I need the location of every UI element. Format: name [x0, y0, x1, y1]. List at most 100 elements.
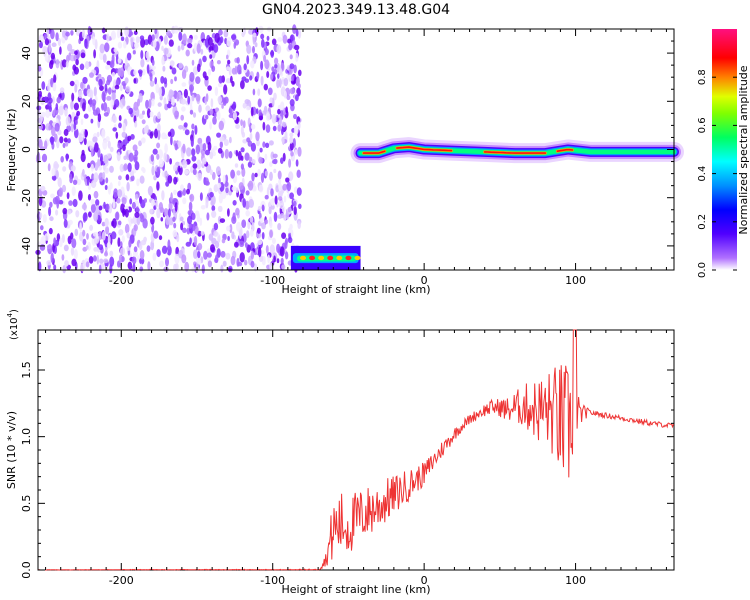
noise-cell	[250, 250, 255, 260]
noise-cell	[98, 78, 103, 87]
noise-cell	[151, 199, 155, 207]
noise-cell	[127, 162, 132, 173]
noise-cell	[84, 129, 88, 138]
noise-cell	[216, 110, 221, 121]
noise-cell	[288, 43, 293, 51]
noise-cell	[123, 155, 127, 160]
noise-cell	[219, 136, 225, 142]
noise-cell	[73, 249, 78, 260]
onset-peak	[354, 255, 361, 261]
noise-cell	[276, 79, 280, 89]
noise-cell	[53, 74, 57, 84]
noise-cell	[118, 254, 122, 264]
noise-cell	[141, 119, 146, 125]
noise-cell	[174, 110, 179, 120]
noise-cell	[288, 232, 292, 240]
noise-cell	[295, 159, 299, 167]
noise-cell	[297, 221, 302, 229]
noise-cell	[55, 118, 59, 125]
noise-cell	[63, 137, 68, 143]
noise-cell	[138, 140, 142, 147]
noise-cell	[205, 93, 209, 102]
noise-cell	[207, 141, 212, 151]
noise-cell	[215, 166, 221, 176]
noise-cell	[207, 85, 212, 91]
noise-cell	[287, 206, 292, 213]
noise-cell	[269, 97, 273, 103]
noise-cell	[181, 69, 187, 79]
noise-cell	[71, 186, 76, 197]
noise-cell	[151, 34, 155, 42]
noise-cell	[160, 76, 165, 84]
noise-cell	[267, 87, 273, 96]
noise-cell	[118, 122, 122, 129]
noise-cell	[149, 131, 154, 139]
multiplier-exponent: 4	[6, 312, 14, 317]
noise-cell	[165, 257, 169, 267]
noise-cell	[269, 262, 273, 271]
noise-cell	[190, 165, 194, 174]
noise-cell	[229, 136, 232, 144]
carrier-peak	[396, 146, 453, 152]
noise-cell	[225, 66, 230, 71]
noise-cell	[174, 202, 178, 212]
noise-cell	[188, 201, 193, 212]
noise-cell	[285, 210, 290, 220]
noise-cell	[191, 123, 195, 130]
noise-cell	[247, 161, 253, 168]
noise-cell	[212, 151, 216, 157]
noise-cell	[214, 32, 220, 44]
noise-cell	[298, 69, 302, 77]
noise-cell	[288, 171, 294, 182]
noise-cell	[82, 238, 87, 246]
noise-cell	[140, 38, 146, 48]
x-tick-label: -100	[260, 274, 285, 287]
noise-cell	[42, 189, 48, 196]
noise-cell	[131, 256, 137, 265]
noise-cell	[210, 98, 214, 108]
noise-cell	[294, 44, 300, 51]
noise-cell	[289, 135, 294, 144]
noise-cell	[200, 230, 205, 236]
noise-cell	[243, 63, 247, 71]
noise-cell	[249, 132, 253, 141]
noise-cell	[71, 238, 77, 249]
noise-cell	[256, 139, 260, 147]
noise-cell	[99, 51, 104, 60]
noise-cell	[223, 139, 229, 146]
noise-cell	[163, 77, 168, 85]
noise-cell	[163, 152, 168, 162]
noise-cell	[156, 166, 161, 176]
noise-cell	[104, 42, 110, 53]
noise-cell	[235, 207, 240, 216]
noise-cell	[235, 187, 239, 193]
noise-cell	[40, 225, 44, 231]
noise-cell	[53, 264, 57, 271]
noise-cell	[94, 236, 97, 245]
noise-cell	[278, 78, 282, 88]
snr-y-multiplier: (x104)	[6, 309, 20, 340]
y-tick-label: 0	[20, 146, 33, 153]
noise-cell	[191, 148, 196, 157]
noise-cell	[165, 181, 170, 187]
noise-cell	[44, 233, 50, 241]
noise-cell	[52, 109, 56, 117]
noise-cell	[66, 209, 72, 215]
noise-cell	[127, 135, 132, 142]
noise-cell	[170, 135, 173, 146]
noise-cell	[60, 156, 64, 163]
noise-cell	[119, 67, 125, 78]
noise-cell	[232, 212, 236, 222]
noise-cell	[181, 43, 185, 51]
noise-cell	[248, 29, 254, 35]
noise-cell	[87, 194, 92, 201]
y-tick-label: -40	[20, 237, 33, 255]
noise-cell	[238, 182, 244, 191]
noise-cell	[43, 33, 48, 39]
noise-cell	[242, 120, 246, 129]
noise-cell	[261, 204, 265, 210]
noise-cell	[294, 149, 298, 156]
noise-cell	[196, 159, 202, 170]
noise-cell	[109, 250, 114, 257]
